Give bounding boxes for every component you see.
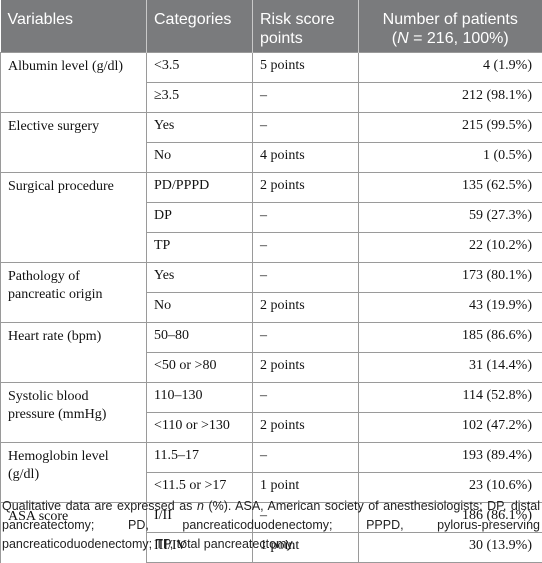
header-risk-points: Risk score points [253, 0, 359, 53]
points-cell: – [253, 323, 359, 353]
points-cell: – [253, 233, 359, 263]
points-cell: – [253, 443, 359, 473]
category-cell: <3.5 [147, 53, 253, 83]
table-row: Heart rate (bpm)50–80–185 (86.6%) [1, 323, 542, 353]
points-cell: 2 points [253, 353, 359, 383]
patients-cell: 193 (89.4%) [359, 443, 542, 473]
table-row: Hemoglobin level (g/dl)11.5–17–193 (89.4… [1, 443, 542, 473]
category-cell: TP [147, 233, 253, 263]
patients-cell: 102 (47.2%) [359, 413, 542, 443]
variable-cell: Elective surgery [1, 113, 147, 173]
table-row: Systolic blood pressure (mmHg)110–130–11… [1, 383, 542, 413]
patients-cell: 212 (98.1%) [359, 83, 542, 113]
points-cell: – [253, 263, 359, 293]
variable-cell: Pathology of pancreatic origin [1, 263, 147, 323]
patients-cell: 22 (10.2%) [359, 233, 542, 263]
category-cell: Yes [147, 113, 253, 143]
patients-cell: 59 (27.3%) [359, 203, 542, 233]
points-cell: 5 points [253, 53, 359, 83]
points-cell: 4 points [253, 143, 359, 173]
points-cell: – [253, 203, 359, 233]
header-categories: Categories [147, 0, 253, 53]
variable-cell: Heart rate (bpm) [1, 323, 147, 383]
header-patients-line1: Number of patients [383, 11, 518, 28]
variable-cell: Systolic blood pressure (mmHg) [1, 383, 147, 443]
category-cell: ≥3.5 [147, 83, 253, 113]
points-cell: 2 points [253, 293, 359, 323]
header-patients: Number of patients (N = 216, 100%) [359, 0, 542, 53]
category-cell: 50–80 [147, 323, 253, 353]
header-patients-line2: (N = 216, 100%) [392, 30, 509, 47]
variable-cell: Hemoglobin level (g/dl) [1, 443, 147, 503]
category-cell: <110 or >130 [147, 413, 253, 443]
header-variables: Variables [1, 0, 147, 53]
footnote-text: Qualitative data are expressed as n (%).… [2, 499, 540, 551]
category-cell: PD/PPPD [147, 173, 253, 203]
points-cell: – [253, 383, 359, 413]
header-risk-points-line1: Risk score [260, 11, 335, 28]
variable-cell: Albumin level (g/dl) [1, 53, 147, 113]
header-risk-points-line2: points [260, 30, 303, 47]
points-cell: – [253, 83, 359, 113]
patients-cell: 1 (0.5%) [359, 143, 542, 173]
points-cell: – [253, 113, 359, 143]
patients-cell: 114 (52.8%) [359, 383, 542, 413]
patients-cell: 135 (62.5%) [359, 173, 542, 203]
patients-cell: 31 (14.4%) [359, 353, 542, 383]
patients-cell: 4 (1.9%) [359, 53, 542, 83]
category-cell: 11.5–17 [147, 443, 253, 473]
patients-cell: 173 (80.1%) [359, 263, 542, 293]
patients-cell: 185 (86.6%) [359, 323, 542, 353]
category-cell: 110–130 [147, 383, 253, 413]
patients-cell: 215 (99.5%) [359, 113, 542, 143]
category-cell: No [147, 143, 253, 173]
category-cell: DP [147, 203, 253, 233]
points-cell: 2 points [253, 413, 359, 443]
category-cell: <50 or >80 [147, 353, 253, 383]
variable-cell: Surgical procedure [1, 173, 147, 263]
category-cell: Yes [147, 263, 253, 293]
table-header: Variables Categories Risk score points N… [1, 0, 542, 53]
category-cell: No [147, 293, 253, 323]
table-footnote: Qualitative data are expressed as n (%).… [2, 497, 540, 554]
patients-cell: 43 (19.9%) [359, 293, 542, 323]
points-cell: 2 points [253, 173, 359, 203]
